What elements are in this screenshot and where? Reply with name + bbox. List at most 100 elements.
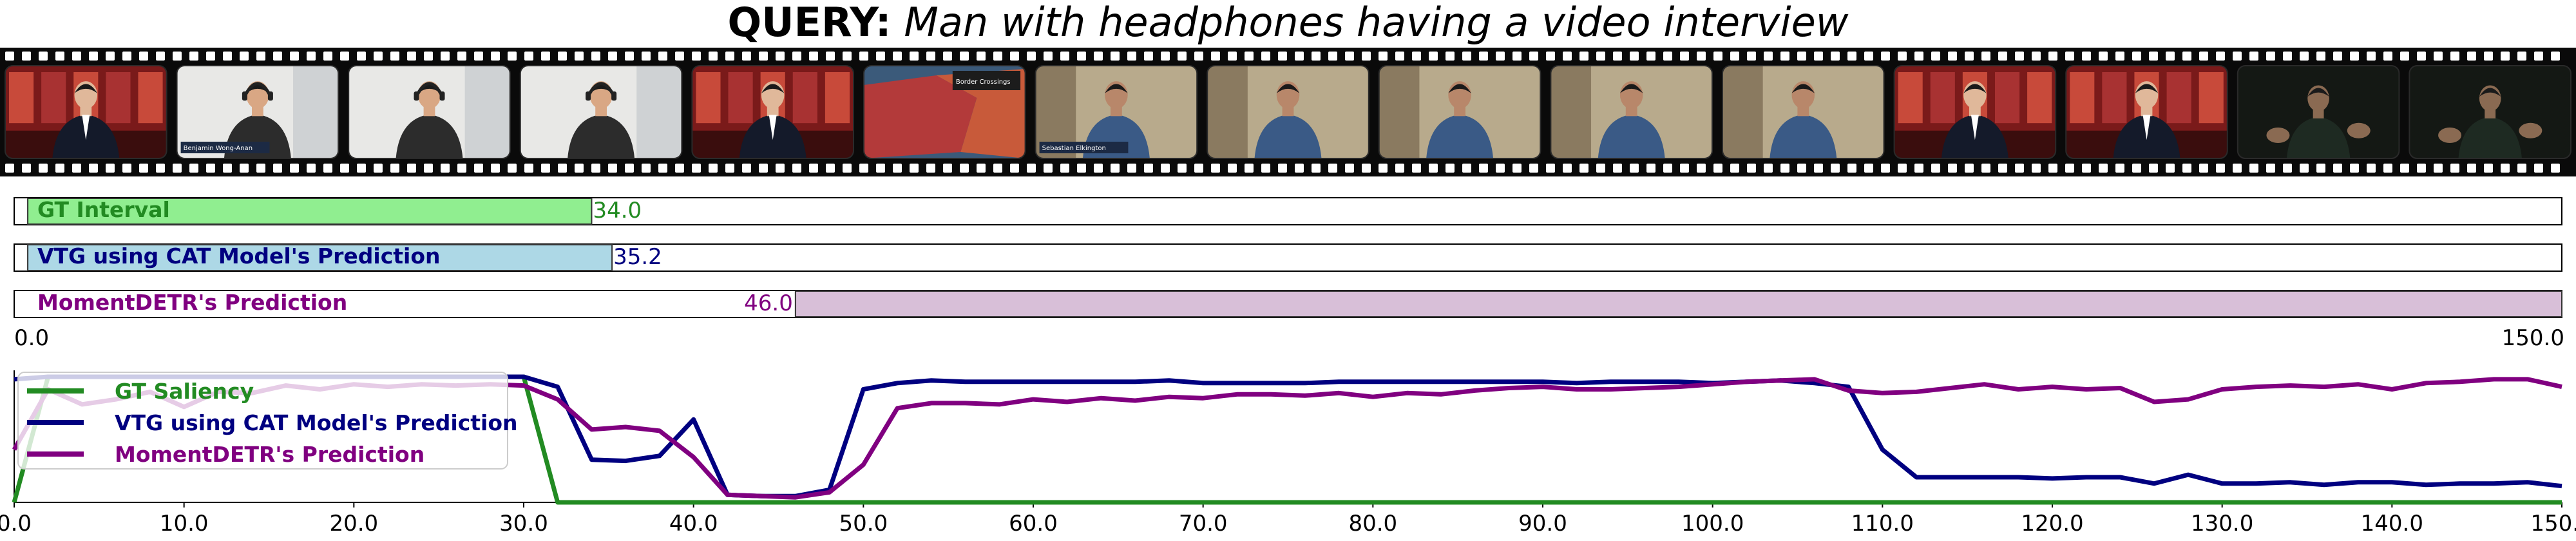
- sprocket-hole: [1563, 164, 1572, 173]
- sprocket-hole: [541, 164, 550, 173]
- sprocket-hole: [424, 52, 433, 61]
- sprocket-hole: [608, 164, 617, 173]
- sprocket-hole: [2132, 52, 2141, 61]
- sprocket-hole: [1831, 164, 1840, 173]
- sprocket-hole: [1178, 52, 1187, 61]
- person-hair: [1105, 84, 1128, 93]
- sprocket-hole: [2400, 164, 2409, 173]
- frame-border: [691, 65, 855, 159]
- sprocket-hole: [106, 52, 115, 61]
- sprocket-hole: [977, 52, 986, 61]
- interval-name: MomentDETR's Prediction: [37, 290, 347, 315]
- sprocket-hole: [1663, 52, 1672, 61]
- sprocket-hole: [2115, 52, 2124, 61]
- sprocket-hole: [206, 52, 215, 61]
- sprocket-hole: [1898, 52, 1907, 61]
- sprocket-hole: [2182, 164, 2191, 173]
- wall-panel: [464, 66, 510, 158]
- sprocket-hole: [1747, 52, 1756, 61]
- frame-border: [348, 65, 511, 159]
- person-torso: [1254, 114, 1322, 158]
- sprocket-hole: [1948, 164, 1957, 173]
- sprocket-hole: [1881, 52, 1890, 61]
- sprocket-hole: [1764, 164, 1773, 173]
- sprocket-hole: [2166, 164, 2175, 173]
- sprocket-hole: [1814, 52, 1823, 61]
- person-hair: [1276, 84, 1300, 93]
- filmstrip-frame-news-anchor-red-studio: [692, 66, 854, 158]
- studio-screen: [728, 72, 753, 124]
- shelf: [1379, 66, 1420, 158]
- sprocket-hole: [591, 164, 600, 173]
- sprocket-hole: [2517, 164, 2526, 173]
- sprocket-hole: [441, 164, 450, 173]
- sprocket-hole: [1814, 164, 1823, 173]
- sprocket-hole: [2501, 164, 2510, 173]
- sprocket-hole: [1579, 164, 1589, 173]
- studio-screen: [696, 72, 721, 124]
- sprocket-hole: [1496, 52, 1505, 61]
- sprocket-hole: [1228, 164, 1237, 173]
- person-torso: [2458, 117, 2522, 158]
- sprocket-hole: [1780, 52, 1789, 61]
- frame-border: [5, 65, 167, 159]
- saliency-chart: 0.0 10.0 20.0 30.0 40.0 50.0 60.0 70.0 80.0 90.0 1…: [0, 370, 2576, 536]
- sprocket-hole: [2383, 52, 2392, 61]
- sprocket-hole: [39, 52, 48, 61]
- sprocket-hole: [524, 164, 533, 173]
- sprocket-hole: [1412, 52, 1421, 61]
- sprocket-hole: [541, 52, 550, 61]
- sprocket-hole: [441, 52, 450, 61]
- sprocket-hole: [2333, 164, 2342, 173]
- sprocket-hole: [2032, 52, 2041, 61]
- sprocket-hole: [2216, 52, 2225, 61]
- sprocket-hole: [89, 52, 98, 61]
- sprocket-hole: [2233, 164, 2242, 173]
- sprocket-hole: [508, 52, 517, 61]
- sprocket-hole: [1713, 164, 1722, 173]
- person-torso: [2286, 117, 2351, 158]
- sprocket-hole: [1479, 52, 1488, 61]
- sprocket-hole: [273, 164, 282, 173]
- sprocket-hole: [89, 164, 98, 173]
- sprocket-hole: [1094, 164, 1103, 173]
- sprocket-hole: [5, 164, 14, 173]
- sprocket-hole: [1680, 52, 1689, 61]
- frame-border: [176, 65, 339, 159]
- sprocket-hole: [39, 164, 48, 173]
- sprocket-hole: [1278, 164, 1287, 173]
- person-torso: [1598, 114, 1665, 158]
- sprocket-hole: [1261, 52, 1270, 61]
- sprocket-hole: [1663, 164, 1672, 173]
- x-tick-label: 80.0: [1348, 511, 1397, 536]
- sprocket-hole: [926, 52, 935, 61]
- sprocket-hole: [1646, 52, 1655, 61]
- sprocket-hole: [1847, 52, 1856, 61]
- sprocket-hole: [759, 52, 768, 61]
- sprocket-hole: [5, 52, 14, 61]
- sprocket-hole: [390, 164, 399, 173]
- sprocket-hole: [993, 52, 1002, 61]
- sprocket-hole: [1144, 52, 1153, 61]
- sprocket-hole: [1864, 164, 1873, 173]
- sprocket-hole: [776, 164, 785, 173]
- sprocket-hole: [2316, 164, 2325, 173]
- filmstrip-frame-man-blue-shirt: [1379, 66, 1541, 158]
- sprocket-hole: [725, 52, 734, 61]
- x-tick-label: 140.0: [2361, 511, 2423, 536]
- studio-screen: [41, 72, 66, 124]
- sprocket-hole: [1044, 52, 1053, 61]
- x-tick-label: 0.0: [0, 511, 32, 536]
- sprocket-hole: [2417, 164, 2426, 173]
- sprocket-hole: [1445, 164, 1455, 173]
- filmstrip-frame-man-blue-shirt: [1550, 66, 1712, 158]
- sprocket-hole: [1546, 164, 1555, 173]
- legend-label: GT Saliency: [115, 379, 254, 404]
- headphones-left-cup: [414, 91, 419, 101]
- sprocket-hole: [508, 164, 517, 173]
- studio-screen: [9, 72, 34, 124]
- shelf: [1207, 66, 1248, 158]
- sprocket-hole: [2417, 52, 2426, 61]
- sprocket-hole: [2551, 164, 2560, 173]
- sprocket-hole: [1847, 164, 1856, 173]
